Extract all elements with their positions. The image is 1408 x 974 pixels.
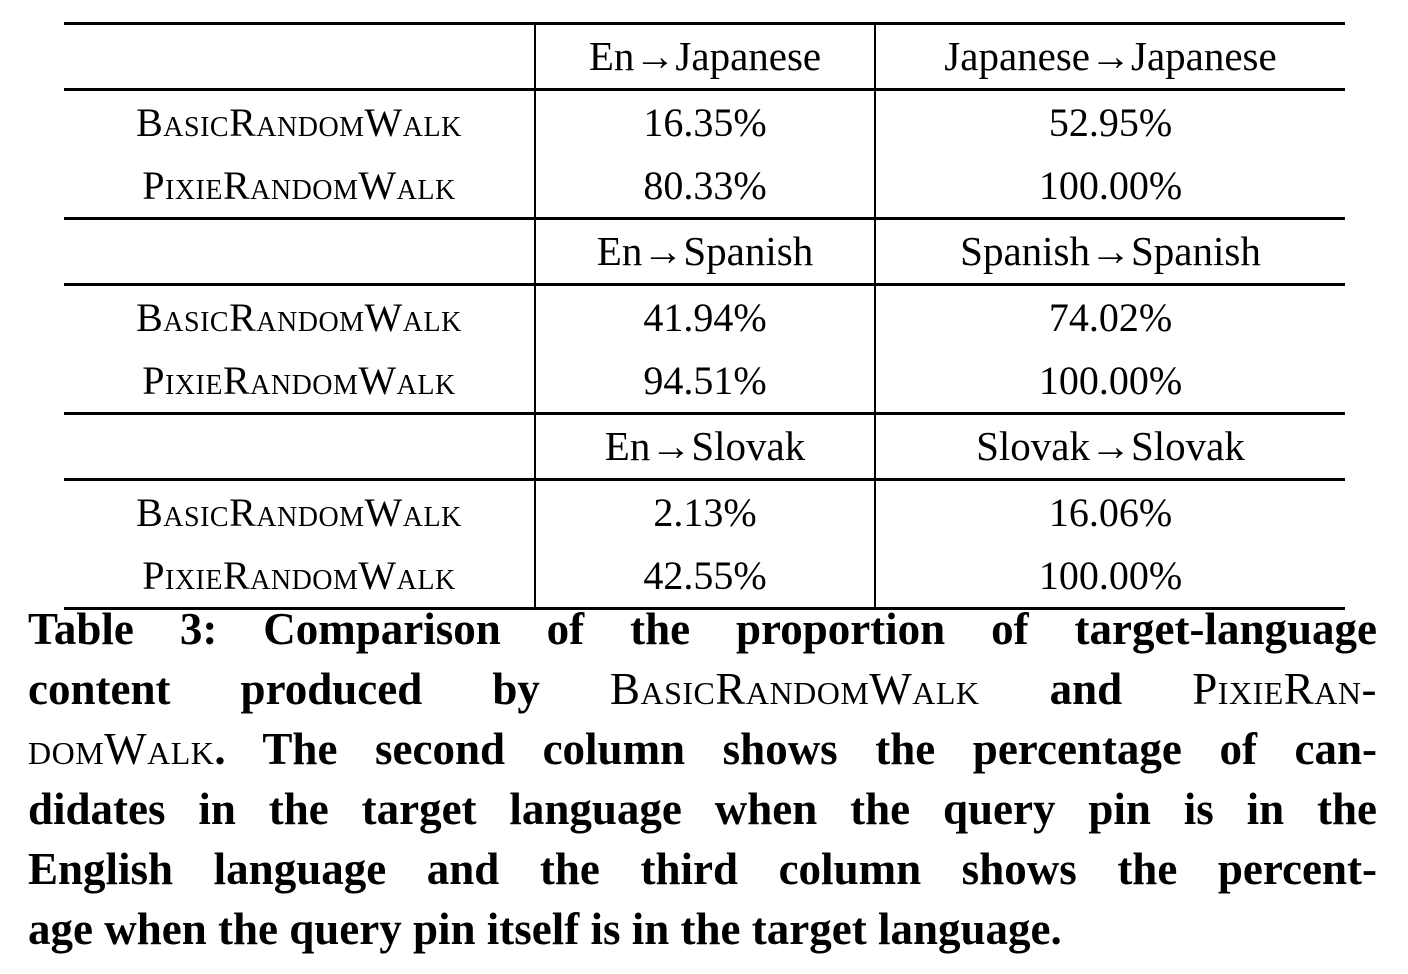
value-cell: 100.00%	[874, 154, 1345, 219]
empty-corner-cell	[64, 412, 535, 481]
header-en-to-japanese: En→Japanese	[534, 22, 875, 91]
table-row: PixieRandomWalk 42.55% 100.00%	[64, 544, 1345, 610]
caption-line: age when the query pin itself is in the …	[28, 899, 1377, 959]
value-cell: 42.55%	[534, 544, 875, 610]
empty-corner-cell	[64, 22, 535, 91]
value-cell: 100.00%	[874, 544, 1345, 610]
header-spanish-to-spanish: Spanish→Spanish	[874, 217, 1345, 286]
value-cell: 16.35%	[534, 89, 875, 154]
method-name-cell: PixieRandomWalk	[142, 162, 456, 208]
caption-text: content produced by	[28, 664, 610, 714]
value-cell: 2.13%	[534, 479, 875, 544]
caption-text: didates in the target language when the …	[28, 784, 1377, 834]
caption-line: Table 3: Comparison of the proportion of…	[28, 599, 1377, 659]
value-cell: 41.94%	[534, 284, 875, 349]
method-name-cell: BasicRandomWalk	[136, 294, 462, 340]
section-header-japanese: En→Japanese Japanese→Japanese	[64, 22, 1345, 91]
table-row: BasicRandomWalk 2.13% 16.06%	[64, 479, 1345, 544]
value-cell: 80.33%	[534, 154, 875, 219]
caption-text: . The second column shows the percentage…	[214, 724, 1377, 774]
caption-text: and	[979, 664, 1193, 714]
caption-line: domWalk. The second column shows the per…	[28, 719, 1377, 779]
value-cell: 52.95%	[874, 89, 1345, 154]
caption-text: age when the query pin itself is in the …	[28, 904, 1062, 954]
section-header-spanish: En→Spanish Spanish→Spanish	[64, 217, 1345, 286]
table-row: PixieRandomWalk 94.51% 100.00%	[64, 349, 1345, 414]
method-name-cell: BasicRandomWalk	[136, 489, 462, 535]
caption-line: English language and the third column sh…	[28, 839, 1377, 899]
empty-corner-cell	[64, 217, 535, 286]
value-cell: 100.00%	[874, 349, 1345, 414]
header-en-to-spanish: En→Spanish	[534, 217, 875, 286]
header-en-to-slovak: En→Slovak	[534, 412, 875, 481]
value-cell: 74.02%	[874, 284, 1345, 349]
table-row: BasicRandomWalk 16.35% 52.95%	[64, 89, 1345, 154]
table-row: BasicRandomWalk 41.94% 74.02%	[64, 284, 1345, 349]
caption-line: didates in the target language when the …	[28, 779, 1377, 839]
caption-text: Table 3: Comparison of the proportion of…	[28, 604, 1377, 654]
method-name-cell: BasicRandomWalk	[136, 99, 462, 145]
language-proportion-table: En→Japanese Japanese→Japanese BasicRando…	[64, 22, 1345, 610]
method-name-cell: PixieRandomWalk	[142, 357, 456, 403]
header-japanese-to-japanese: Japanese→Japanese	[874, 22, 1345, 91]
method-name-inline: PixieRan-	[1192, 664, 1377, 714]
table-row: PixieRandomWalk 80.33% 100.00%	[64, 154, 1345, 219]
method-name-inline: domWalk	[28, 724, 215, 774]
method-name-cell: PixieRandomWalk	[64, 544, 535, 610]
caption-line: content produced by BasicRandomWalk and …	[28, 659, 1377, 719]
table-caption: Table 3: Comparison of the proportion of…	[28, 599, 1377, 959]
value-cell: 16.06%	[874, 479, 1345, 544]
section-header-slovak: En→Slovak Slovak→Slovak	[64, 412, 1345, 481]
header-slovak-to-slovak: Slovak→Slovak	[874, 412, 1345, 481]
method-name-inline: BasicRandomWalk	[609, 664, 980, 714]
value-cell: 94.51%	[534, 349, 875, 414]
caption-text: English language and the third column sh…	[28, 844, 1377, 894]
